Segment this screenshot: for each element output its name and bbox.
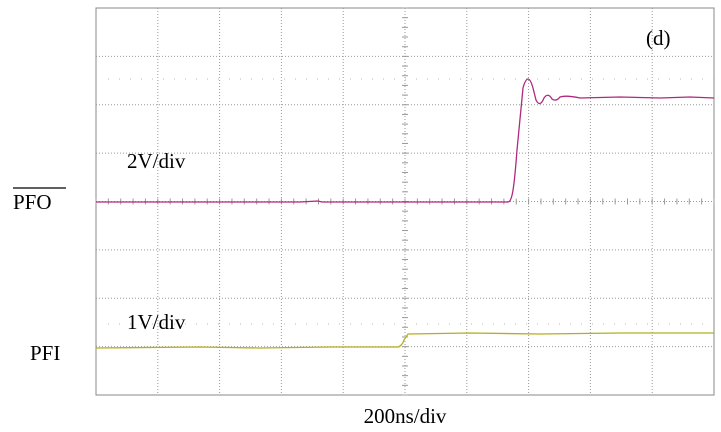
trace-name: PFI <box>30 341 60 365</box>
trace-scale: 1V/div <box>127 310 186 334</box>
x-scale: 200ns/div <box>364 404 447 428</box>
trace-scale: 2V/div <box>127 149 186 173</box>
panel-label: (d) <box>646 26 671 50</box>
pfi-trace <box>95 332 714 349</box>
pfo-trace <box>96 78 715 203</box>
trace-name: PFO <box>13 190 52 214</box>
